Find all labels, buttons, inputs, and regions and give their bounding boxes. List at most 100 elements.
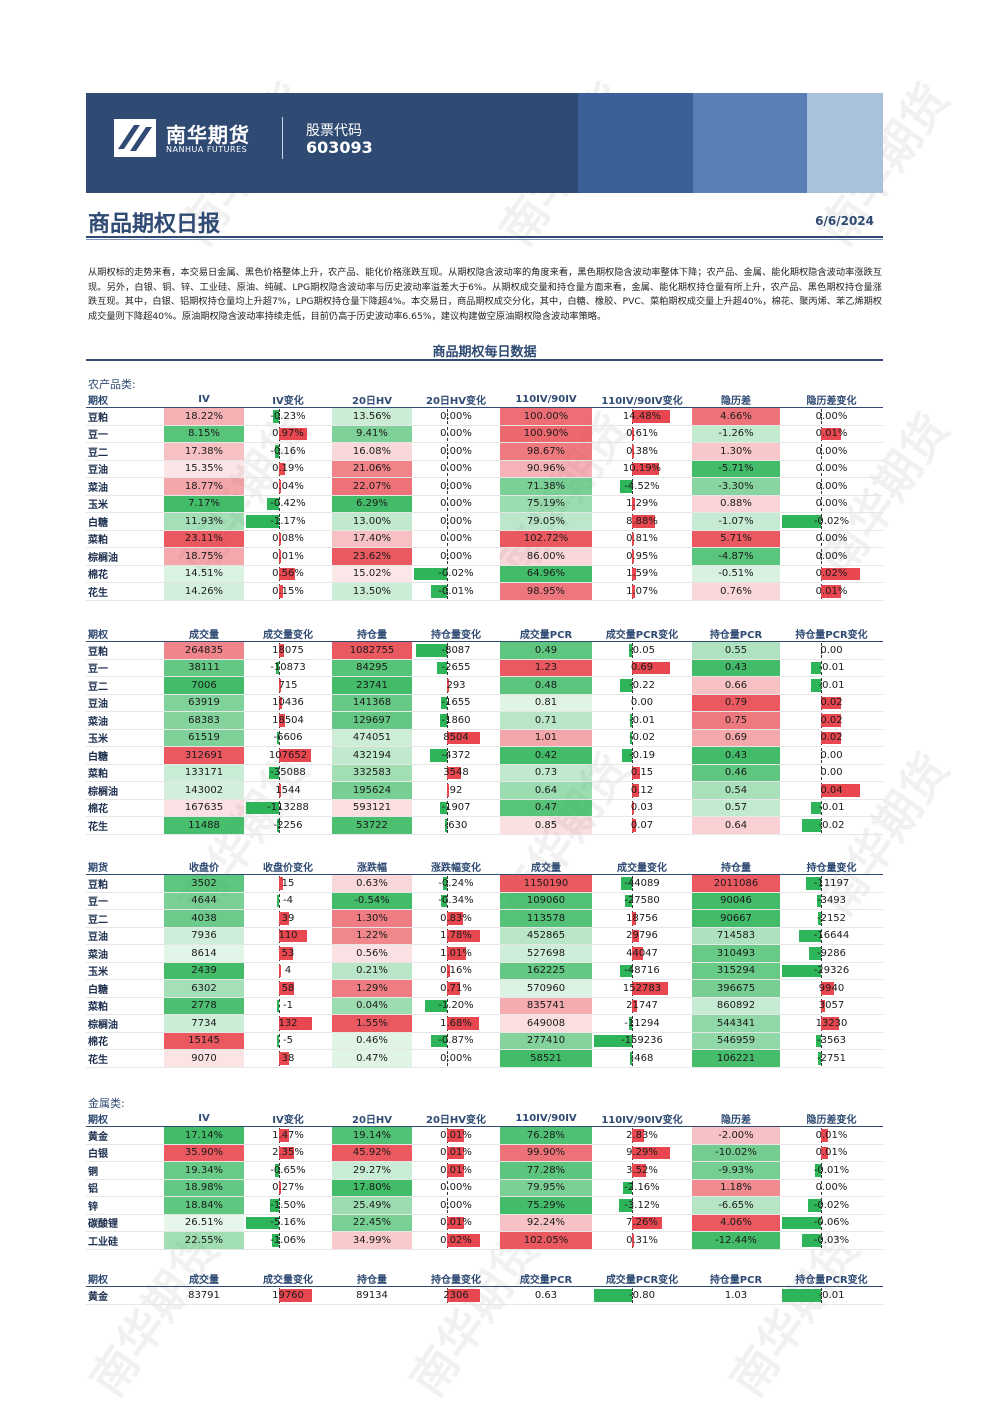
bar-cell: 0.03	[592, 799, 692, 817]
cell-value: -5	[283, 1035, 293, 1047]
bar-axis	[447, 496, 449, 511]
banner-stripe	[807, 93, 883, 193]
heat-cell: 18.22%	[164, 407, 244, 426]
bar-axis	[821, 496, 823, 511]
positive-bar	[632, 462, 659, 475]
cell-value: -0.42%	[270, 498, 306, 510]
cell-value: 0.00	[820, 749, 843, 761]
table-row: 豆油 7936 110 1.22% 1.78% 452865 29796 714583 -166…	[86, 927, 883, 945]
row-label: 玉米	[86, 495, 164, 513]
heat-cell: 1.23	[500, 659, 592, 677]
cell-value: -9286	[816, 947, 847, 959]
cell-value: 18.98%	[184, 1182, 224, 1194]
cell-value: -0.02%	[813, 1199, 850, 1211]
cell-value: -1.20%	[438, 1000, 474, 1012]
column-header: 20日HV变化	[412, 392, 500, 408]
heat-cell: -2.00%	[692, 1126, 780, 1145]
positive-bar	[447, 964, 451, 977]
heat-cell: 544341	[692, 1014, 780, 1033]
cell-value: -0.87%	[438, 1035, 474, 1047]
bar-axis	[632, 695, 633, 710]
bar-axis	[632, 713, 633, 728]
cell-value: 79.95%	[526, 1182, 566, 1194]
bar-cell: 0.38%	[592, 442, 692, 461]
heat-cell: 0.48	[500, 676, 592, 695]
bar-axis	[821, 1198, 823, 1213]
row-label: 豆二	[86, 676, 164, 695]
negative-bar	[630, 731, 632, 744]
bar-cell: 3548	[412, 764, 500, 782]
cell-value: 0.00	[630, 697, 654, 709]
bar-cell: -0.01	[780, 1286, 883, 1305]
cell-value: 3548	[443, 767, 469, 779]
row-label: 锌	[86, 1196, 164, 1215]
bar-cell: 0.01%	[780, 582, 883, 601]
negative-bar	[806, 877, 822, 890]
heat-cell: 0.73	[500, 764, 592, 782]
heat-cell: 593121	[332, 799, 412, 817]
bar-cell: 1.78%	[412, 927, 500, 945]
negative-bar	[798, 929, 822, 942]
negative-bar	[430, 749, 448, 762]
column-header: 持仓量变化	[780, 859, 883, 875]
row-label: 白糖	[86, 979, 164, 998]
cell-value: 0.69	[630, 662, 654, 674]
heat-cell: 312691	[164, 746, 244, 765]
cell-value: 15.02%	[352, 568, 392, 580]
column-header: 成交量PCR	[500, 1271, 592, 1287]
positive-bar	[447, 1146, 464, 1159]
cell-value: -48716	[624, 965, 660, 977]
bar-cell: 0.12	[592, 781, 692, 800]
heat-cell: -10.02%	[692, 1144, 780, 1162]
cell-value: 8614	[191, 947, 217, 959]
positive-bar	[279, 1017, 313, 1030]
negative-bar	[268, 766, 280, 779]
negative-bar	[436, 661, 448, 674]
positive-bar	[632, 445, 634, 458]
table-row: 豆二 17.38% -0.16% 16.08% 0.00% 98.67% 0.38% 1.30…	[86, 442, 883, 461]
cell-value: -0.01	[818, 662, 845, 674]
cell-value: 1.29%	[356, 982, 388, 994]
cell-value: 22.55%	[184, 1234, 224, 1246]
cell-value: -0.24%	[438, 877, 474, 889]
negative-bar	[619, 1199, 632, 1212]
negative-bar	[440, 696, 448, 709]
bar-cell: 0.00%	[780, 547, 883, 566]
bar-cell: 2306	[412, 1286, 500, 1305]
positive-bar	[632, 497, 636, 510]
positive-bar	[632, 1129, 644, 1142]
bar-cell: -0.42%	[244, 495, 332, 513]
bar-cell: 18756	[592, 909, 692, 928]
cell-value: -1.26%	[718, 428, 754, 440]
bar-axis	[821, 946, 823, 961]
bar-axis	[279, 765, 281, 780]
positive-bar	[279, 1289, 313, 1302]
table-row: 豆一 8.15% 0.97% 9.41% 0.00% 100.90% 0.61% -1.26%…	[86, 425, 883, 443]
negative-bar	[414, 567, 448, 580]
negative-bar	[415, 644, 448, 657]
cell-value: 2.83%	[626, 1129, 658, 1141]
cell-value: 0.00%	[440, 550, 472, 562]
heat-cell: 18.75%	[164, 547, 244, 566]
cell-value: 7.26%	[626, 1217, 658, 1229]
cell-value: 143002	[184, 784, 224, 796]
bar-axis	[632, 678, 633, 693]
heat-cell: 452865	[500, 927, 592, 945]
heat-cell: 22.45%	[332, 1214, 412, 1232]
column-header: 持仓量变化	[412, 1271, 500, 1287]
cell-value: 3057	[818, 1000, 845, 1012]
heat-cell: 3502	[164, 874, 244, 893]
bar-cell: 0.08%	[244, 530, 332, 548]
column-header: 110IV/90IV	[500, 392, 592, 408]
bar-cell: -0.05	[592, 641, 692, 660]
cell-value: 18.77%	[184, 480, 224, 492]
table-row: 菜粕 2778 -1 0.04% -1.20% 835741 21747 860892 3057	[86, 997, 883, 1015]
cell-value: 0.01%	[440, 1217, 472, 1229]
negative-bar	[629, 1017, 632, 1030]
positive-bar	[447, 1017, 479, 1030]
cell-value: 0.00%	[440, 463, 472, 475]
negative-bar	[782, 964, 822, 977]
heat-cell: 15.02%	[332, 565, 412, 583]
heat-cell: 1150190	[500, 874, 592, 893]
cell-value: 45.92%	[352, 1147, 392, 1159]
